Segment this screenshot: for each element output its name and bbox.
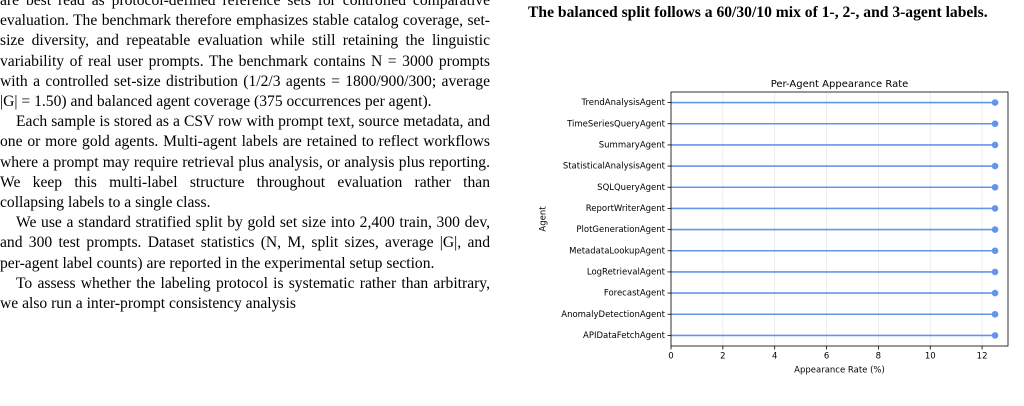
x-tick-label: 0 [668, 352, 673, 362]
y-tick-label: StatisticalAnalysisAgent [563, 162, 666, 172]
dot [991, 289, 999, 297]
y-tick-label: PlotGenerationAgent [576, 225, 665, 235]
caption: The balanced split follows a 60/30/10 mi… [528, 4, 988, 21]
paragraph: Each sample is stored as a CSV row with … [0, 113, 490, 212]
dot [991, 120, 999, 128]
y-tick-label: TrendAnalysisAgent [581, 98, 666, 108]
x-tick-label: 12 [977, 352, 988, 362]
y-tick-label: LogRetrievalAgent [587, 267, 666, 277]
paragraph: We use a standard stratified split by go… [0, 214, 490, 272]
y-tick-label: TimeSeriesQueryAgent [566, 119, 666, 129]
body-text: are best read as protocol-defined refere… [0, 0, 490, 314]
x-tick-label: 8 [876, 352, 881, 362]
x-tick-label: 10 [925, 352, 936, 362]
dot [991, 226, 999, 233]
dot [991, 141, 999, 149]
y-tick-label: AnomalyDetectionAgent [561, 310, 665, 320]
paragraph: To assess whether the labeling protocol … [0, 274, 490, 313]
y-tick-label: MetadataLookupAgent [569, 246, 666, 256]
dot [991, 183, 999, 191]
dot [991, 205, 999, 212]
dot [991, 332, 999, 339]
x-axis-label: Appearance Rate (%) [794, 366, 885, 376]
paragraph: are best read as protocol-defined refere… [0, 0, 490, 111]
x-tick-label: 4 [772, 352, 777, 362]
y-tick-label: ReportWriterAgent [586, 204, 666, 214]
plot-frame [670, 91, 1009, 347]
y-axis-label: Agent [539, 206, 549, 232]
y-tick-label: ForecastAgent [604, 289, 666, 299]
x-tick-label: 2 [720, 352, 725, 362]
y-tick-label: APIDataFetchAgent [583, 331, 666, 341]
dot [991, 99, 999, 106]
chart-title: Per-Agent Appearance Rate [771, 79, 909, 90]
y-tick-label: SummaryAgent [599, 140, 666, 150]
x-tick-label: 6 [824, 352, 829, 362]
dot [991, 268, 999, 276]
y-tick-label: SQLQueryAgent [597, 183, 665, 193]
dot [991, 247, 999, 255]
dot [991, 162, 999, 170]
dot [991, 310, 999, 318]
